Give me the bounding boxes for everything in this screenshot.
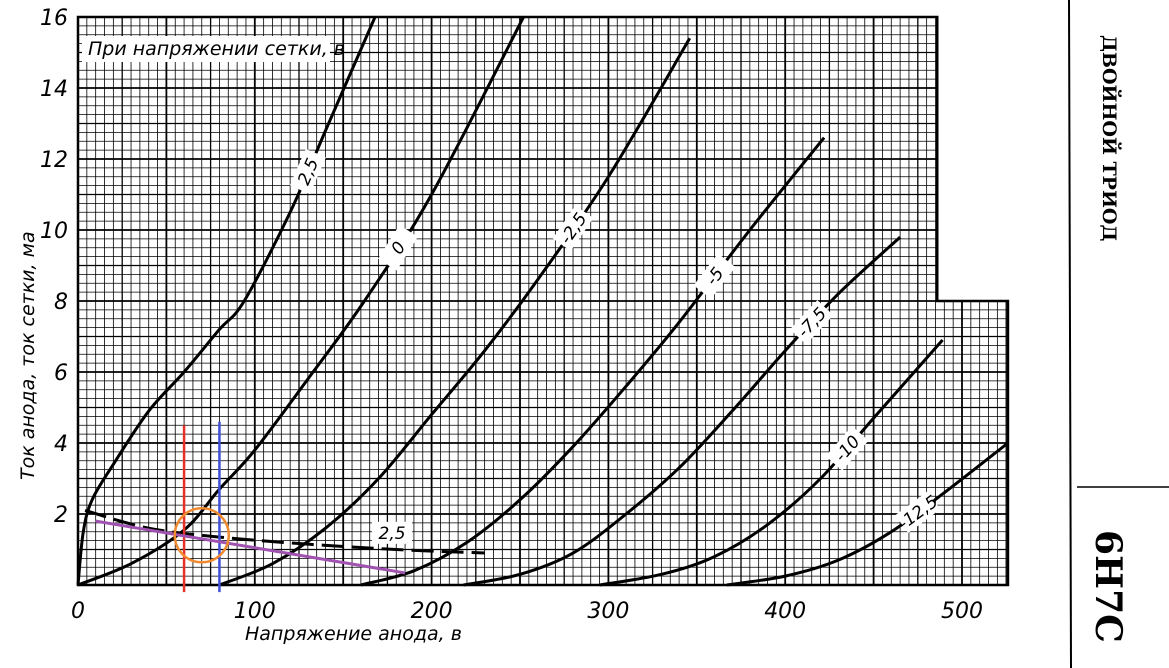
legend-title-box: При напряжении сетки, в: [82, 36, 345, 62]
curve-label-group: 2,5: [372, 521, 413, 544]
tube-type: ДВОЙНОЙ ТРИОД: [1098, 35, 1122, 241]
curve-anode-6: [726, 441, 1009, 587]
operating-point-circle: [173, 507, 231, 564]
y-tick-label: 4: [54, 432, 68, 457]
annotations: [95, 421, 406, 593]
y-tick-label: 12: [40, 148, 68, 173]
x-axis-label: Напряжение анода, в: [245, 623, 462, 645]
curve-label-group: 0: [378, 224, 418, 271]
curve-anode-1: [77, 16, 525, 587]
y-tick-label: 2: [54, 503, 68, 528]
curve-grid-current-7: [84, 509, 485, 555]
curve-label-bg: [552, 205, 594, 251]
curve-label: 2,5: [379, 524, 406, 544]
curve-label-group: 2,5: [289, 148, 326, 195]
side-divider: [1068, 0, 1072, 668]
y-tick-label: 6: [54, 361, 68, 386]
curve-anode-4: [463, 235, 902, 587]
load-line: [95, 519, 406, 575]
curve-label-bg: [372, 521, 413, 544]
y-axis-label: Ток анода, ток сетки, ма: [17, 231, 39, 480]
x-tick-label: 400: [764, 599, 806, 624]
x-tick-label: 0: [71, 599, 85, 624]
y-tick-label: 14: [40, 77, 68, 102]
x-tick-label: 100: [234, 599, 276, 624]
legend-title: При напряжении сетки, в: [88, 38, 345, 60]
y-tick-label: 10: [40, 219, 68, 244]
ticks: 0 100 200 300 400 500 2 4 6 8 10 12 14 16: [40, 6, 983, 624]
curve-label-bg: [825, 426, 869, 471]
curve-label-bg: [378, 224, 418, 271]
curves: 2,50-2,5-5-7,5-10-12,52,5: [76, 16, 1009, 587]
curve-anode-5: [599, 339, 944, 587]
x-tick-label: 500: [941, 599, 983, 624]
y-tick-label: 16: [40, 6, 68, 31]
x-tick-label: 300: [587, 599, 629, 624]
curve-label-bg: [895, 491, 941, 533]
y-tick-label: 8: [54, 290, 68, 315]
curve-label-bg: [790, 300, 834, 345]
curve-label-bg: [693, 253, 736, 299]
curve-anode-3: [360, 136, 826, 587]
x-tick-label: 200: [411, 599, 453, 624]
curve-label-bg: [289, 148, 326, 195]
grid: [76, 15, 1010, 587]
tube-model: 6Н7С: [1087, 530, 1129, 643]
